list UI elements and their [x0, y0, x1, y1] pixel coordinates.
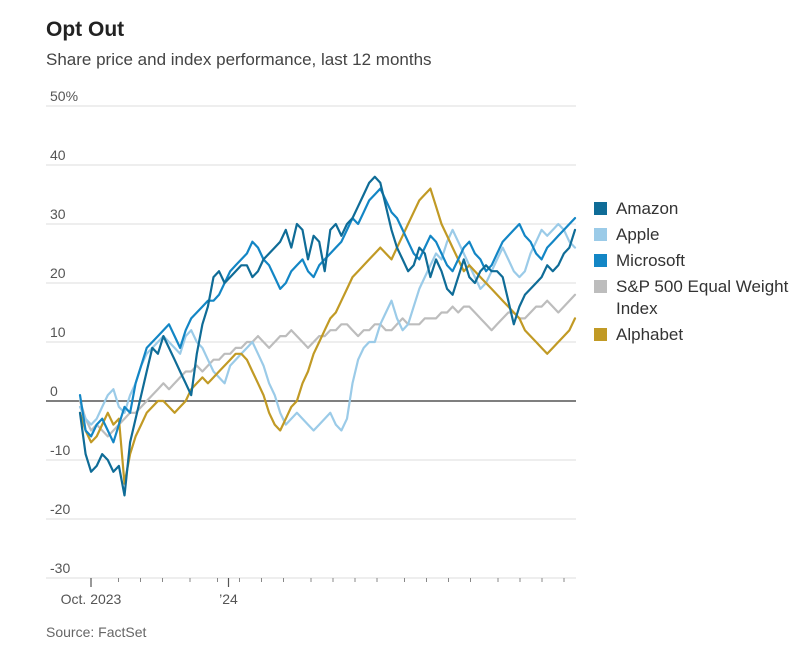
y-axis-labels: 50% 40 30 20 10 0 -10 -20 -30 — [50, 88, 78, 576]
series-line-amazon — [78, 175, 577, 497]
y-tick-label: 10 — [50, 324, 66, 340]
x-axis: Oct. 2023 ’24 — [61, 578, 565, 607]
y-tick-label: -20 — [50, 501, 70, 517]
legend: Amazon Apple Microsoft S&P 500 Equal Weight… — [594, 198, 809, 350]
legend-label: S&P 500 Equal Weight Index — [616, 277, 789, 318]
legend-label: Apple — [616, 225, 660, 244]
legend-label: Microsoft — [616, 251, 685, 270]
legend-item: Amazon — [594, 198, 809, 220]
y-tick-label: 30 — [50, 206, 66, 222]
legend-swatch — [594, 254, 607, 267]
legend-label: Alphabet — [616, 325, 684, 344]
legend-item: Apple — [594, 224, 809, 246]
series-line-s-p-500-equal-weight-index — [78, 293, 577, 438]
y-tick-label: -30 — [50, 560, 70, 576]
chart-subtitle: Share price and index performance, last … — [46, 50, 432, 69]
legend-item: S&P 500 Equal Weight Index — [594, 276, 809, 320]
chart-title: Opt Out — [46, 18, 125, 41]
x-tick-label: Oct. 2023 — [61, 591, 122, 607]
y-tick-label: -10 — [50, 442, 70, 458]
series-lines — [78, 175, 577, 497]
legend-label: Amazon — [616, 199, 679, 218]
legend-swatch — [594, 280, 607, 293]
y-tick-label: 50% — [50, 88, 78, 104]
x-tick-label: ’24 — [219, 591, 238, 607]
source-note: Source: FactSet — [46, 624, 147, 640]
legend-item: Microsoft — [594, 250, 809, 272]
y-tick-label: 0 — [50, 383, 58, 399]
y-tick-label: 20 — [50, 265, 66, 281]
legend-swatch — [594, 228, 607, 241]
series-line-alphabet — [78, 187, 577, 485]
legend-item: Alphabet — [594, 324, 809, 346]
grid-lines — [46, 105, 576, 579]
legend-swatch — [594, 202, 607, 215]
legend-swatch — [594, 328, 607, 341]
y-tick-label: 40 — [50, 147, 66, 163]
